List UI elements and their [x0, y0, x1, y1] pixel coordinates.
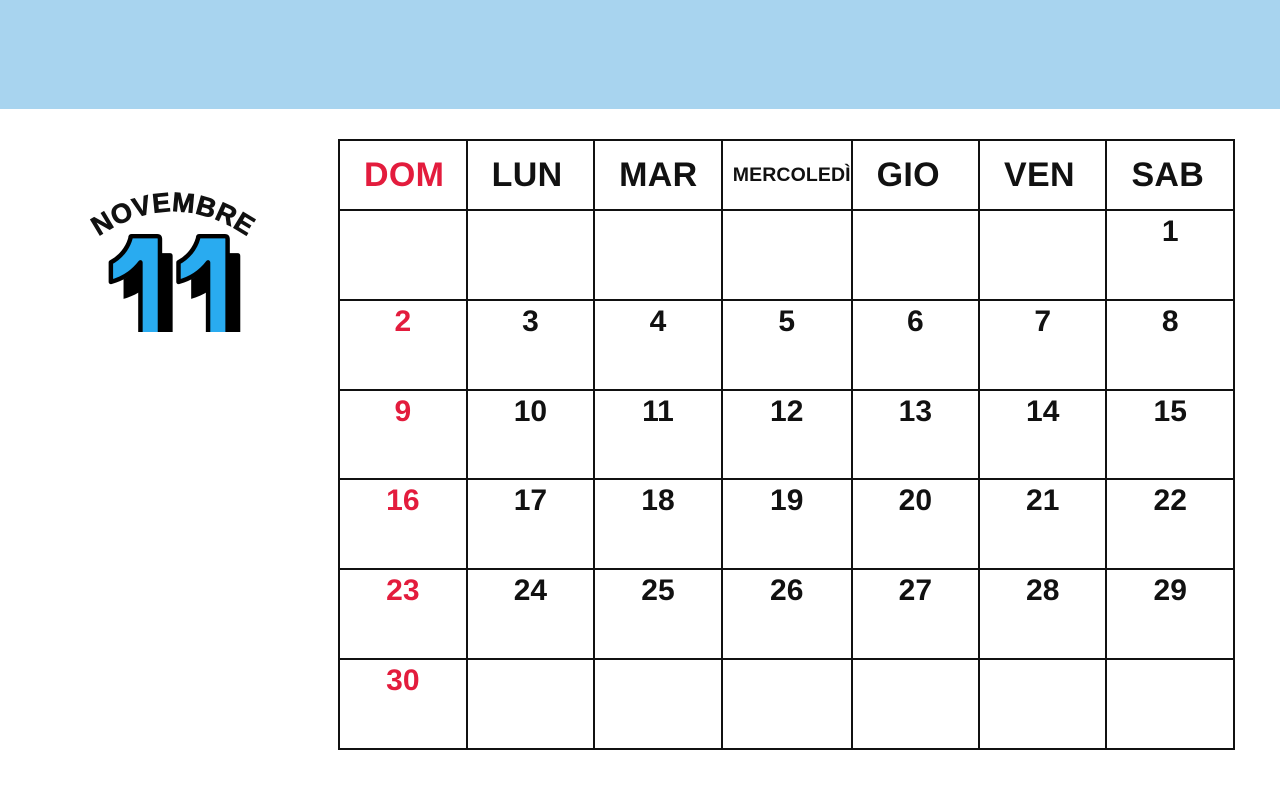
svg-text:NOVEMBRE: NOVEMBRE: [86, 187, 260, 242]
